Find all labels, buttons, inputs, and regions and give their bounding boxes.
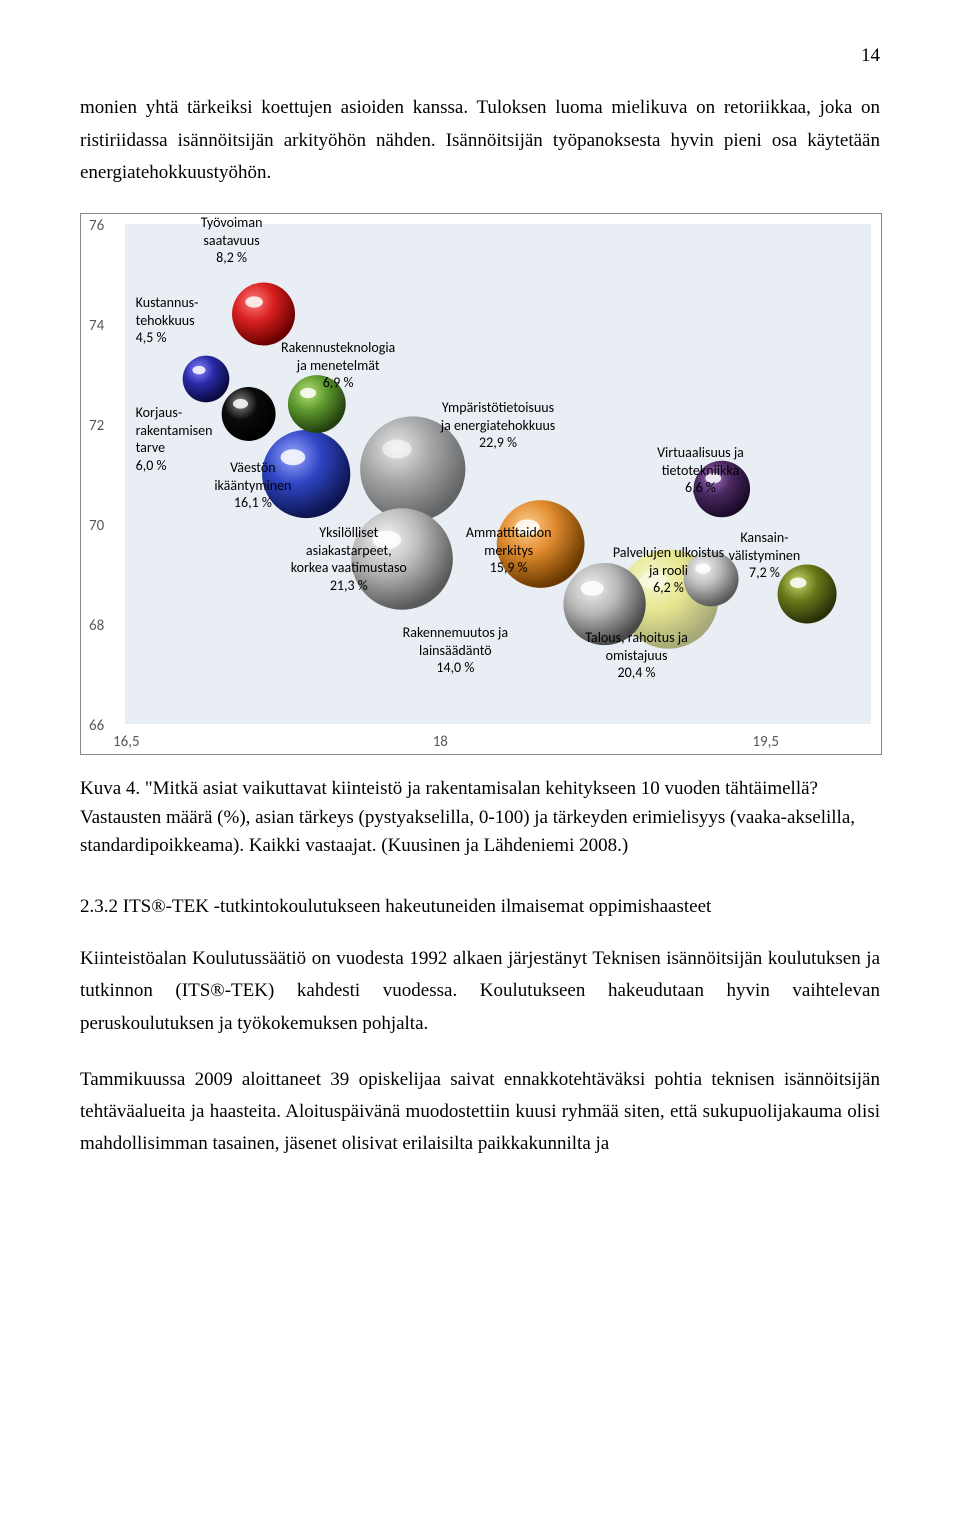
y-tick-label: 74 [89,314,104,340]
x-tick-label: 19,5 [752,730,779,756]
y-tick-label: 66 [89,714,104,740]
bubble-chart: 66 68 70 72 74 76 16,5 18 19,5 Työvoiman saatavu… [80,213,882,755]
x-tick-label: 18 [433,730,448,756]
paragraph-3: Tammikuussa 2009 aloittaneet 39 opiskeli… [80,1064,880,1161]
bubble-label-rakennem: Rakennemuutos ja lainsäädäntö 14,0 % [385,624,525,677]
figure-caption: Kuva 4. "Mitkä asiat vaikuttavat kiintei… [80,775,880,861]
bubble-label-yksiloll: Yksilölliset asiakastarpeet, korkea vaat… [279,524,419,594]
bubble-label-ymparis: Ympäristötietoisuus ja energiatehokkuus … [428,399,568,452]
y-tick-label: 72 [89,414,104,440]
bubble-label-tyovoiman: Työvoiman saatavuus 8,2 % [162,214,302,267]
bubble-tyovoiman [232,283,295,346]
bubble-label-rakennustek: Rakennusteknologia ja menetelmät 6,9 % [268,339,408,392]
paragraph-2: Kiinteistöalan Koulutussäätiö on vuodest… [80,943,880,1040]
page-number: 14 [80,40,880,72]
y-tick-label: 70 [89,514,104,540]
paragraph-1: monien yhtä tärkeiksi koettujen asioiden… [80,92,880,189]
y-tick-label: 76 [89,214,104,240]
bubble-label-ammatti: Ammattitaidon merkitys 15,9 % [439,524,579,577]
bubble-korjaus [222,387,276,441]
bubble-label-vaesto: Väestön ikääntyminen 16,1 % [183,459,323,512]
bubble-kustannus [183,356,230,403]
y-tick-label: 68 [89,614,104,640]
bubble-label-kansain: Kansain- välistyminen 7,2 % [694,529,834,582]
bubble-label-virtuaal: Virtuaalisuus ja tietotekniikka 6,6 % [630,444,770,497]
bubble-label-talous: Talous, rahoitus ja omistajuus 20,4 % [567,629,707,682]
section-heading: 2.3.2 ITS®-TEK -tutkintokoulutukseen hak… [80,891,880,923]
bubble-label-kustannus: Kustannus- tehokkuus 4,5 % [136,294,199,347]
x-tick-label: 16,5 [113,730,140,756]
